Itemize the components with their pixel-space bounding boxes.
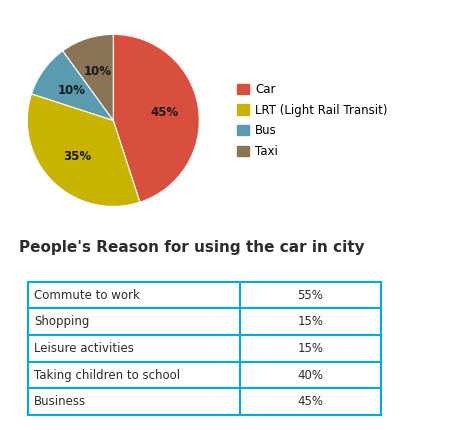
Text: Taking children to school: Taking children to school: [34, 369, 180, 381]
Text: Business: Business: [34, 395, 86, 408]
Wedge shape: [32, 51, 113, 120]
Wedge shape: [113, 34, 199, 202]
Text: 15%: 15%: [297, 315, 323, 328]
Text: 10%: 10%: [58, 83, 85, 97]
Text: 40%: 40%: [297, 369, 323, 381]
Text: 15%: 15%: [297, 342, 323, 355]
Text: 35%: 35%: [63, 150, 91, 163]
Text: 55%: 55%: [297, 289, 323, 301]
Text: Commute to work: Commute to work: [34, 289, 140, 301]
Legend: Car, LRT (Light Rail Transit), Bus, Taxi: Car, LRT (Light Rail Transit), Bus, Taxi: [237, 83, 388, 158]
Wedge shape: [27, 94, 140, 206]
Text: 10%: 10%: [84, 65, 111, 78]
Text: Shopping: Shopping: [34, 315, 90, 328]
Text: People's Reason for using the car in city: People's Reason for using the car in cit…: [18, 240, 364, 255]
Text: 45%: 45%: [297, 395, 323, 408]
Text: 45%: 45%: [150, 106, 178, 119]
Text: Leisure activities: Leisure activities: [34, 342, 134, 355]
Wedge shape: [63, 34, 113, 120]
